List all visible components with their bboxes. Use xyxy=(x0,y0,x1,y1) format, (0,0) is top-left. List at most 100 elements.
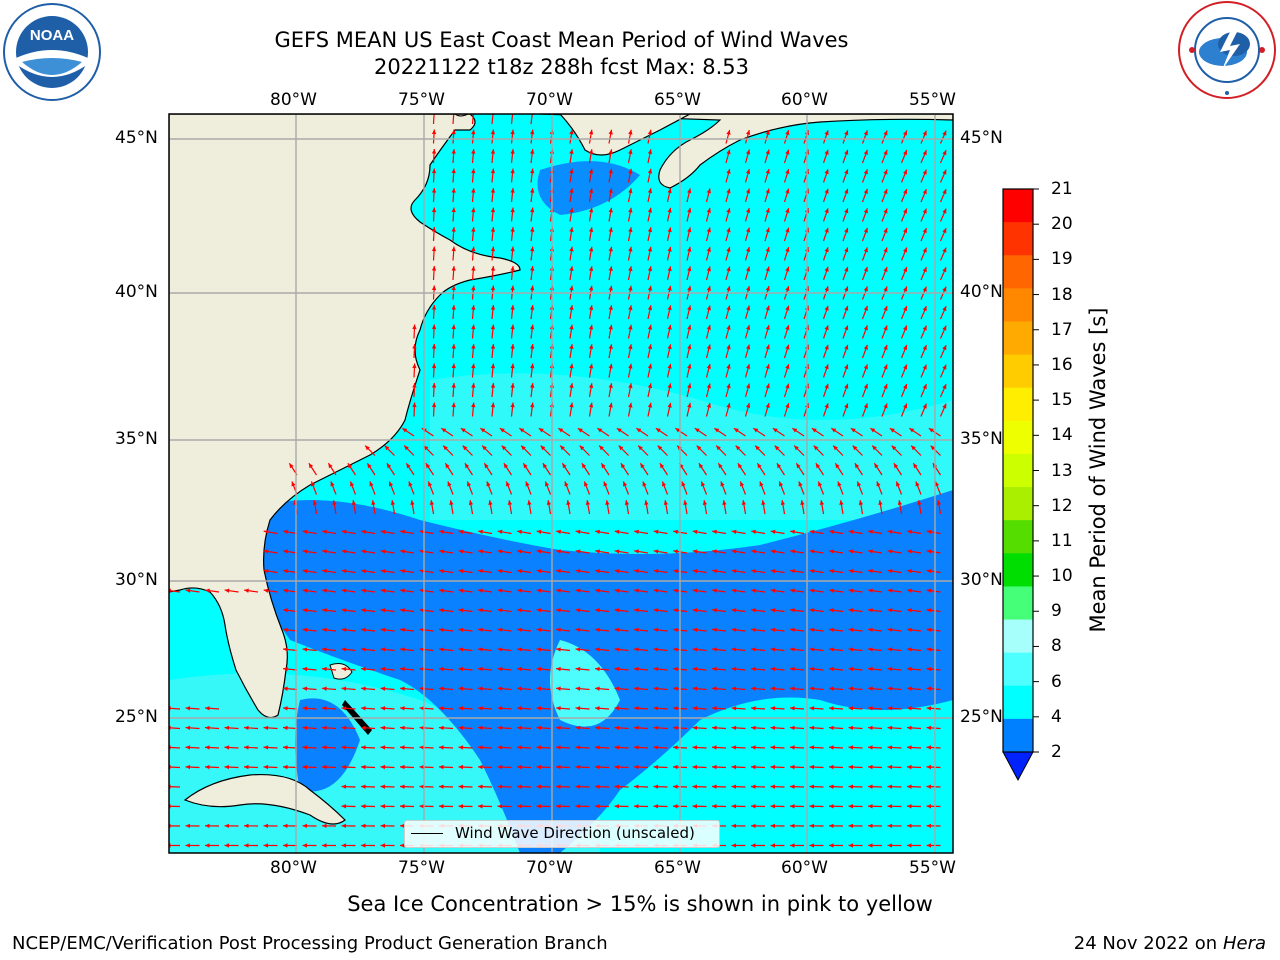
wind-wave-arrowhead xyxy=(419,549,425,554)
wind-wave-arrowhead xyxy=(659,463,665,469)
colorbar-bin xyxy=(1003,520,1033,554)
wind-wave-arrowhead xyxy=(530,266,535,271)
wind-wave-arrowhead xyxy=(868,804,873,809)
wind-wave-arrowhead xyxy=(785,169,790,175)
wind-wave-arrowhead xyxy=(419,666,425,672)
wind-wave-arrowhead xyxy=(302,764,308,770)
wind-wave-arrowhead xyxy=(751,843,756,848)
wind-wave-arrowhead xyxy=(628,207,633,213)
wind-wave-arrowhead xyxy=(706,344,711,350)
wind-wave-arrowhead xyxy=(868,706,873,711)
wind-wave-arrowhead xyxy=(478,745,483,750)
wind-wave-arrowhead xyxy=(770,764,776,770)
wind-wave-arrowhead xyxy=(868,725,873,731)
wind-wave-arrowhead xyxy=(706,246,711,252)
wind-wave-arrowhead xyxy=(926,725,932,731)
wind-wave-arrowhead xyxy=(745,286,751,291)
wind-wave-arrowhead xyxy=(581,463,587,469)
wind-wave-arrowhead xyxy=(575,627,581,633)
colorbar-bin xyxy=(1003,387,1033,422)
wind-wave-arrowhead xyxy=(726,383,731,389)
wind-wave-arrowhead xyxy=(653,627,659,633)
wind-wave-arrowhead xyxy=(701,481,706,487)
wind-wave-arrowhead xyxy=(400,666,405,672)
wind-wave-arrowhead xyxy=(224,823,230,829)
wind-wave-arrowhead xyxy=(380,549,386,554)
wind-wave-arrowhead xyxy=(458,706,464,711)
wind-wave-arrowhead xyxy=(883,169,888,175)
wind-wave-arrowhead xyxy=(896,481,901,487)
wind-wave-arrowhead xyxy=(765,247,770,253)
sea-ice-note-text: Sea Ice Concentration > 15% is shown in … xyxy=(347,892,933,916)
wind-wave-arrowhead xyxy=(628,168,633,174)
wind-wave-arrowhead xyxy=(302,549,308,554)
wind-wave-arrowhead xyxy=(667,188,672,194)
wind-wave-arrowhead xyxy=(848,568,854,574)
wind-wave-arrowhead xyxy=(614,686,620,691)
wind-wave-arrowhead xyxy=(790,764,795,770)
wind-wave-arrowhead xyxy=(785,247,790,253)
wind-wave-arrowhead xyxy=(478,666,483,672)
wind-wave-arrowhead xyxy=(870,428,876,433)
wind-wave-arrowhead xyxy=(818,481,823,487)
wind-wave-arrowhead xyxy=(283,843,288,848)
wind-wave-arrowhead xyxy=(458,804,464,809)
wind-wave-arrowhead xyxy=(490,324,496,330)
wind-wave-arrowhead xyxy=(794,445,799,451)
wind-wave-arrowhead xyxy=(471,285,476,291)
wind-wave-arrowhead xyxy=(907,725,912,731)
wind-wave-arrowhead xyxy=(283,725,288,731)
wind-wave-arrowhead xyxy=(813,445,819,451)
colorbar-tick-label: 15 xyxy=(1051,390,1073,411)
wind-wave-arrowhead xyxy=(844,344,849,350)
wind-wave-arrowhead xyxy=(907,686,912,691)
wind-wave-arrowhead xyxy=(634,627,639,633)
wind-wave-arrowhead xyxy=(302,588,308,593)
lon-tick-top-60w: 60°W xyxy=(781,90,828,110)
wind-wave-arrowhead xyxy=(824,227,829,233)
wind-wave-arrowhead xyxy=(809,529,815,535)
wind-wave-arrowhead xyxy=(536,784,542,789)
wind-wave-arrowhead xyxy=(224,843,230,848)
wind-wave-arrowhead xyxy=(575,725,581,731)
wind-wave-arrowhead xyxy=(608,246,613,252)
wind-wave-arrowhead xyxy=(575,804,581,809)
wind-wave-arrowhead xyxy=(408,481,413,487)
wind-wave-arrowhead xyxy=(341,666,347,672)
wind-wave-arrowhead xyxy=(726,344,731,350)
wind-wave-arrowhead xyxy=(634,686,639,691)
wind-wave-arrowhead xyxy=(614,529,620,535)
wind-wave-arrowhead xyxy=(490,188,496,193)
wind-wave-arrowhead xyxy=(322,608,327,613)
wind-wave-arrowhead xyxy=(634,666,639,672)
wind-wave-arrowhead xyxy=(737,463,743,469)
wind-wave-arrowhead xyxy=(569,227,574,232)
wind-wave-arrowhead xyxy=(308,463,314,469)
wind-wave-arrowhead xyxy=(341,764,347,770)
wind-wave-arrowhead xyxy=(926,764,932,770)
wind-wave-arrowhead xyxy=(673,706,678,711)
wind-wave-arrowhead xyxy=(540,445,546,451)
wind-wave-arrowhead xyxy=(536,647,542,652)
wind-wave-arrowhead xyxy=(530,285,535,291)
wind-wave-arrowhead xyxy=(926,823,932,829)
lon-tick-bottom-65w: 65°W xyxy=(654,858,701,878)
wind-wave-arrowhead xyxy=(569,149,574,154)
wind-wave-arrowhead xyxy=(741,500,747,505)
wind-wave-arrowhead xyxy=(400,588,405,593)
wind-wave-arrowhead xyxy=(907,608,912,613)
wind-wave-arrowhead xyxy=(765,130,770,136)
wind-wave-arrowhead xyxy=(907,549,912,554)
wind-wave-arrowhead xyxy=(419,686,425,691)
wind-wave-arrowhead xyxy=(887,549,893,554)
wind-wave-arrowhead xyxy=(588,324,594,330)
wind-wave-arrowhead xyxy=(439,725,444,731)
colorbar-tick-label: 4 xyxy=(1051,706,1062,727)
wind-wave-arrowhead xyxy=(687,207,692,213)
wind-wave-arrowhead xyxy=(406,463,411,469)
wind-wave-arrowhead xyxy=(753,428,759,433)
wind-wave-arrowhead xyxy=(673,568,678,574)
wind-wave-arrowhead xyxy=(595,784,600,789)
wind-wave-arrowhead xyxy=(439,666,444,672)
wind-wave-arrowhead xyxy=(731,706,737,711)
